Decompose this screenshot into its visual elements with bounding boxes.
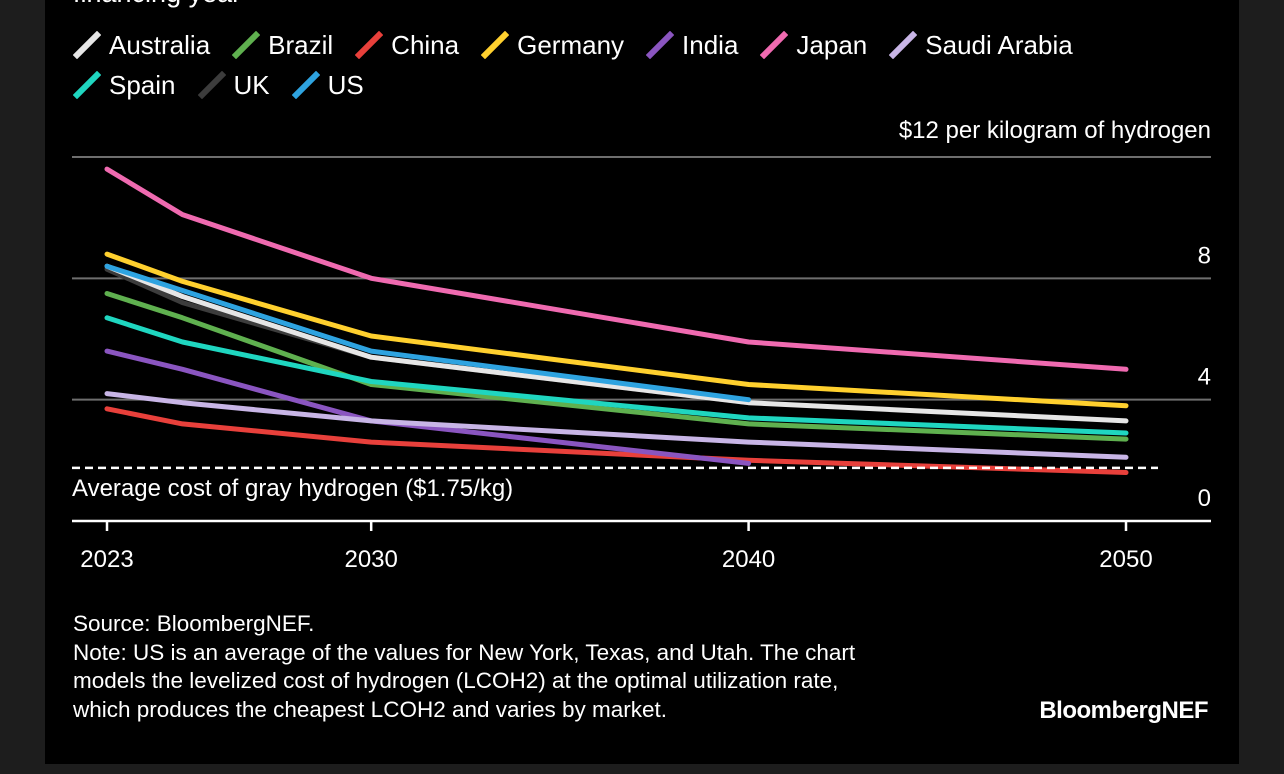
x-axis: 2023 2030 2040 2050 bbox=[72, 519, 1211, 573]
series-lines bbox=[104, 166, 1129, 475]
reference-line-label: Average cost of gray hydrogen ($1.75/kg) bbox=[72, 475, 513, 502]
x-tick-label-2050: 2050 bbox=[1099, 546, 1152, 573]
legend-item-australia[interactable]: Australia bbox=[73, 30, 210, 60]
series-line-china bbox=[104, 406, 1129, 475]
legend-label-australia: Australia bbox=[109, 29, 211, 60]
legend-swatch-us bbox=[291, 71, 320, 99]
series-line-germany bbox=[104, 251, 1129, 409]
x-tick-label-2040: 2040 bbox=[722, 546, 775, 573]
legend-label-germany: Germany bbox=[517, 29, 625, 60]
legend-label-japan: Japan bbox=[796, 29, 868, 60]
line-chart: 0 4 8 $12 per kilogram of hydrogen Average… bbox=[72, 117, 1211, 573]
legend-item-japan[interactable]: Japan bbox=[760, 30, 867, 60]
legend-item-uk[interactable]: UK bbox=[197, 69, 270, 100]
x-tick-label-2030: 2030 bbox=[344, 546, 397, 573]
legend-swatch-saudi-arabia bbox=[889, 31, 918, 59]
y-tick-label-0: 0 bbox=[1198, 485, 1211, 512]
series-line-saudi-arabia bbox=[104, 391, 1129, 460]
legend-swatch-china bbox=[355, 31, 384, 59]
legend: Australia Brazil China Germany India Japan Sau… bbox=[73, 30, 1223, 100]
legend-label-saudi-arabia: Saudi Arabia bbox=[925, 29, 1073, 60]
chart-card: financing year Australia Brazil China Germa… bbox=[45, 0, 1239, 764]
legend-item-brazil[interactable]: Brazil bbox=[232, 30, 333, 60]
y-axis-unit-label: $12 per kilogram of hydrogen bbox=[899, 117, 1211, 144]
series-line-australia bbox=[104, 263, 1129, 424]
y-axis-ticks: 0 4 8 bbox=[1198, 242, 1211, 512]
legend-swatch-uk bbox=[197, 71, 226, 99]
legend-item-saudi-arabia[interactable]: Saudi Arabia bbox=[889, 29, 1073, 60]
legend-label-brazil: Brazil bbox=[268, 29, 334, 60]
footer-notes: Source: BloombergNEF. Note: US is an ave… bbox=[73, 610, 1033, 724]
legend-swatch-spain bbox=[73, 71, 101, 99]
legend-swatch-india bbox=[646, 31, 675, 59]
note-text: Note: US is an average of the values for… bbox=[73, 639, 856, 722]
series-line-us bbox=[104, 263, 752, 403]
legend-item-us[interactable]: US bbox=[291, 69, 364, 100]
series-line-japan bbox=[104, 166, 1129, 372]
series-line-india bbox=[104, 348, 752, 466]
y-tick-label-8: 8 bbox=[1198, 242, 1211, 269]
source-text: Source: BloombergNEF. bbox=[73, 611, 315, 636]
legend-item-germany[interactable]: Germany bbox=[481, 30, 624, 60]
legend-item-spain[interactable]: Spain bbox=[73, 70, 176, 100]
legend-swatch-brazil bbox=[232, 31, 261, 59]
legend-item-india[interactable]: India bbox=[646, 30, 738, 60]
legend-label-spain: Spain bbox=[109, 69, 176, 100]
legend-item-china[interactable]: China bbox=[355, 30, 459, 60]
legend-label-india: India bbox=[682, 29, 739, 60]
series-line-spain bbox=[104, 315, 1129, 436]
legend-label-uk: UK bbox=[233, 69, 270, 100]
legend-swatch-australia bbox=[73, 31, 101, 59]
reference-line: Average cost of gray hydrogen ($1.75/kg) bbox=[72, 466, 1158, 502]
y-tick-label-4: 4 bbox=[1198, 364, 1211, 391]
legend-swatch-germany bbox=[481, 31, 510, 59]
legend-swatch-japan bbox=[760, 31, 789, 59]
series-line-brazil bbox=[104, 291, 1129, 442]
legend-label-us: US bbox=[327, 69, 364, 100]
brand-logo: BloombergNEF bbox=[1039, 697, 1208, 724]
legend-label-china: China bbox=[391, 29, 460, 60]
chart-subtitle: financing year bbox=[73, 0, 241, 9]
x-tick-label-2023: 2023 bbox=[80, 546, 133, 573]
